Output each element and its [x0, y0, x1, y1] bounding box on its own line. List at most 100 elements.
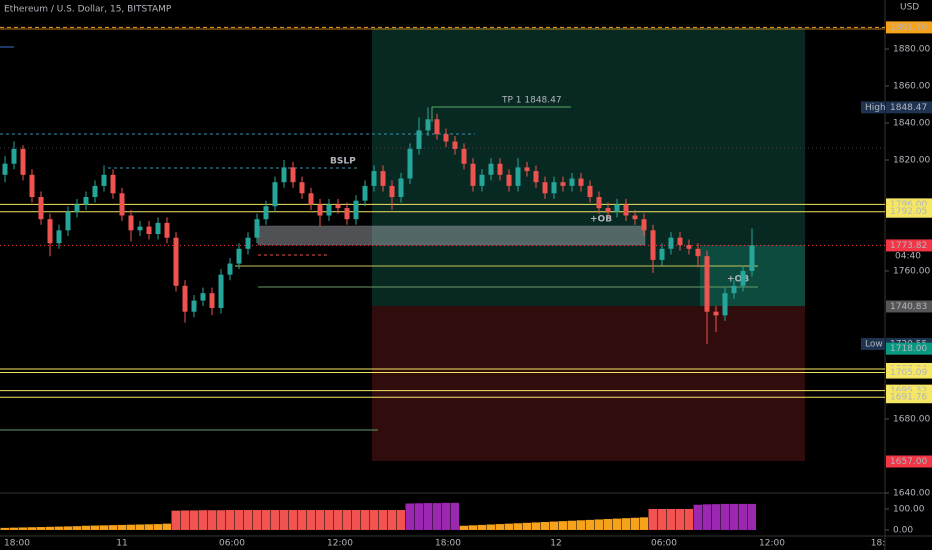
indicator-bar: [36, 527, 45, 530]
candle-body: [740, 270, 746, 286]
candle-body: [119, 193, 125, 216]
candle-body: [38, 196, 44, 220]
candle-body: [596, 196, 602, 209]
candle-body: [263, 206, 269, 220]
candle-body: [290, 167, 296, 183]
x-tick-label: 12: [550, 539, 561, 549]
candle-body: [659, 248, 665, 260]
currency: USD: [900, 3, 919, 13]
annotation: +OB: [590, 215, 612, 225]
indicator-bar: [306, 510, 315, 530]
indicator-bar: [522, 522, 531, 530]
annotation: TP 1 1848.47: [501, 96, 562, 106]
indicator-bar: [117, 524, 126, 530]
x-tick-label: 18:00: [435, 539, 461, 549]
candle-body: [344, 208, 350, 220]
y-tick-label: 1760.00: [893, 266, 930, 276]
indicator-bar: [630, 517, 639, 530]
indicator-bar: [189, 510, 198, 530]
candle-body: [56, 230, 62, 244]
indicator-bar: [729, 503, 738, 530]
price-label-box: [886, 239, 932, 252]
price-label: 1657.00: [890, 457, 927, 467]
indicator-bar: [108, 525, 117, 530]
candle-body: [416, 130, 422, 149]
indicator-bar: [720, 503, 729, 530]
indicator-bar: [351, 510, 360, 530]
indicator-bar: [666, 508, 675, 530]
indicator-bar: [711, 504, 720, 530]
indicator-bar: [513, 523, 522, 530]
indicator-bar: [396, 510, 405, 530]
indicator-bar: [585, 519, 594, 530]
candle-body: [272, 182, 278, 207]
price-label-box: [886, 21, 932, 34]
indicator-bar: [684, 508, 693, 530]
indicator-bar: [279, 510, 288, 530]
candle-body: [317, 204, 323, 216]
indicator-bar: [18, 527, 27, 530]
candle-body: [533, 171, 539, 183]
price-label: 1792.05: [890, 207, 927, 217]
indicator-bar: [639, 517, 648, 530]
candle-body: [137, 226, 143, 231]
indicator-bar: [135, 524, 144, 530]
indicator-bar: [405, 503, 414, 530]
indicator-bar: [216, 510, 225, 530]
candle-body: [461, 148, 467, 164]
price-label: 1848.47: [890, 103, 927, 113]
indicator-bar: [576, 520, 585, 530]
indicator-bar: [81, 525, 90, 530]
annotation: BSLP: [330, 157, 356, 167]
price-tag: High: [865, 103, 886, 113]
candle-body: [551, 182, 557, 194]
candle-body: [146, 226, 152, 234]
indicator-bar: [243, 510, 252, 530]
candle-body: [92, 185, 98, 197]
indicator-bar: [324, 510, 333, 530]
indicator-bar: [288, 510, 297, 530]
candle-body: [218, 274, 224, 308]
y-tick-label: 1820.00: [893, 156, 930, 166]
indicator-bar: [90, 525, 99, 530]
price-tag-box: [861, 337, 885, 350]
candle-body: [353, 200, 359, 220]
indicator-bar: [171, 510, 180, 530]
candle-body: [434, 119, 440, 135]
indicator-bar: [702, 504, 711, 530]
indicator-bar: [603, 519, 612, 530]
indicator-bar: [369, 510, 378, 530]
x-tick-label: 06:00: [651, 539, 677, 549]
order-block: [257, 225, 646, 246]
indicator-bar: [459, 525, 468, 530]
candle-body: [20, 148, 26, 175]
indicator-bar: [558, 521, 567, 530]
candle-body: [542, 182, 548, 194]
candle-body: [497, 163, 503, 175]
chart-title: Ethereum / U.S. Dollar, 15, BITSTAMP: [4, 5, 172, 15]
candle-body: [443, 134, 449, 142]
indicator-bar: [252, 510, 261, 530]
price-label: 1773.82: [890, 241, 927, 251]
candle-body: [632, 215, 638, 220]
x-tick-label: 18:: [871, 539, 885, 549]
indicator-bar: [63, 526, 72, 530]
price-label-box: [886, 205, 932, 218]
candle-body: [227, 263, 233, 275]
candle-body: [101, 174, 107, 186]
y-tick-label: 1840.00: [893, 119, 930, 129]
price-label: 1691.76: [890, 393, 927, 403]
indicator-bar: [198, 510, 207, 530]
indicator-bar: [450, 502, 459, 530]
candle-body: [641, 219, 647, 231]
indicator-bar: [45, 526, 54, 530]
indicator-bar: [261, 510, 270, 530]
candle-body: [47, 219, 53, 244]
y-tick-label: 100.00: [893, 504, 925, 514]
indicator-bar: [648, 508, 657, 530]
indicator-bar: [414, 503, 423, 530]
candle-body: [74, 204, 80, 212]
x-tick-label: 06:00: [219, 539, 245, 549]
indicator-bar: [180, 510, 189, 530]
